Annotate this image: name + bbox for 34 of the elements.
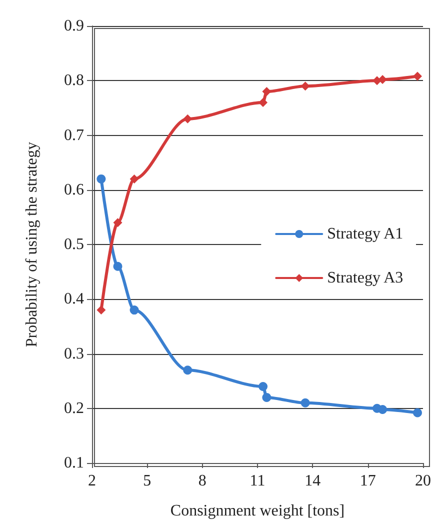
x-tick-label: 8	[198, 472, 206, 490]
x-tick-label: 2	[88, 472, 96, 490]
legend-label: Strategy A1	[327, 226, 404, 242]
y-axis-title: Probability of using the strategy	[24, 142, 40, 348]
point	[300, 398, 310, 408]
x-tick-label: 5	[143, 472, 152, 490]
point	[113, 262, 122, 271]
x-tick-label: 14	[304, 472, 321, 490]
point	[96, 174, 106, 184]
point	[258, 382, 268, 392]
point	[258, 98, 268, 107]
y-tick-label: 0.8	[64, 72, 84, 90]
point	[183, 366, 192, 375]
y-tick-label: 0.1	[64, 454, 84, 472]
y-tick-label: 0.2	[64, 400, 84, 417]
point	[262, 392, 272, 402]
point	[113, 218, 122, 228]
point	[130, 174, 139, 184]
point	[378, 404, 388, 414]
y-tick-label: 0.7	[64, 126, 84, 144]
x-tick-label: 11	[250, 472, 266, 490]
y-tick-label: 0.6	[64, 181, 84, 198]
y-tick-label: 0.9	[64, 18, 84, 34]
y-tick-label: 0.3	[64, 345, 84, 362]
point	[130, 306, 139, 315]
x-tick-label: 17	[360, 472, 376, 490]
point	[96, 306, 106, 315]
y-tick-label: 0.5	[64, 236, 84, 253]
point	[412, 408, 422, 418]
x-tick-label: 20	[415, 472, 431, 490]
y-tick-label: 0.4	[64, 290, 84, 308]
point	[412, 72, 422, 81]
legend-label: Strategy A3	[327, 270, 404, 286]
x-axis-title: Consignment weight [tons]	[170, 502, 345, 520]
